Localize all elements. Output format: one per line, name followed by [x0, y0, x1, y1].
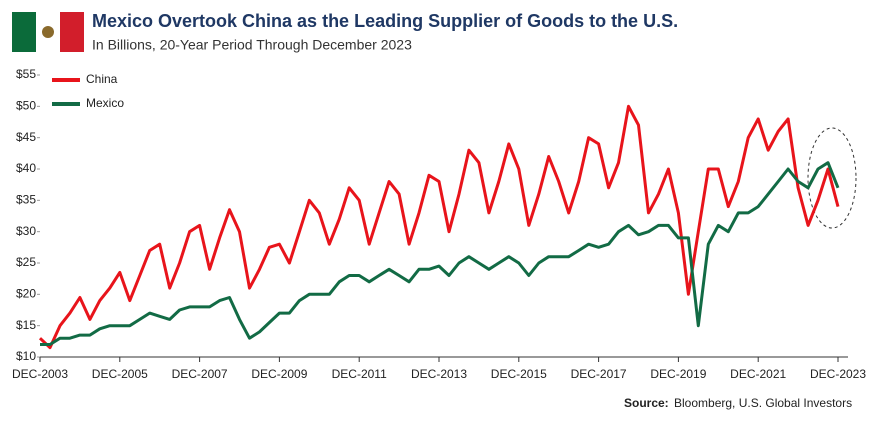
- line-series: [40, 161, 840, 346]
- source: Bloomberg, U.S. Global Investors: [674, 396, 852, 410]
- y-tick-label: $35: [16, 193, 36, 207]
- source-label: Source:: [624, 396, 669, 410]
- y-tick-label: $30: [16, 224, 36, 238]
- x-tick-label: DEC-2013: [411, 367, 467, 381]
- y-tick-label: $45: [16, 130, 36, 144]
- chart-title: Mexico Overtook China as the Leading Sup…: [92, 11, 678, 31]
- y-tick-label: $50: [16, 99, 36, 113]
- x-tick-label: DEC-2021: [730, 367, 786, 381]
- chart-subtitle: In Billions, 20-Year Period Through Dece…: [92, 37, 412, 53]
- y-tick-label: $25: [16, 255, 36, 269]
- y-tick-label: $40: [16, 161, 36, 175]
- y-tick-label: $20: [16, 287, 36, 301]
- x-tick-label: DEC-2011: [332, 367, 387, 381]
- y-tick-label: $10: [16, 349, 36, 363]
- x-tick-label: DEC-2009: [251, 367, 307, 381]
- x-tick-label: DEC-2015: [491, 367, 547, 381]
- legend-label: China: [86, 72, 118, 86]
- highlight-ellipse: [807, 127, 857, 229]
- line-series: [38, 104, 840, 350]
- legend-label: Mexico: [86, 96, 124, 110]
- x-tick-label: DEC-2007: [172, 367, 228, 381]
- x-tick-label: DEC-2019: [650, 367, 706, 381]
- x-tick-label: DEC-2005: [92, 367, 148, 381]
- y-tick-label: $55: [16, 67, 36, 81]
- x-tick-label: DEC-2017: [571, 367, 627, 381]
- x-tick-label: DEC-2003: [12, 367, 68, 381]
- y-tick-label: $15: [16, 318, 36, 332]
- flag: [12, 12, 84, 52]
- x-tick-label: DEC-2023: [810, 367, 866, 381]
